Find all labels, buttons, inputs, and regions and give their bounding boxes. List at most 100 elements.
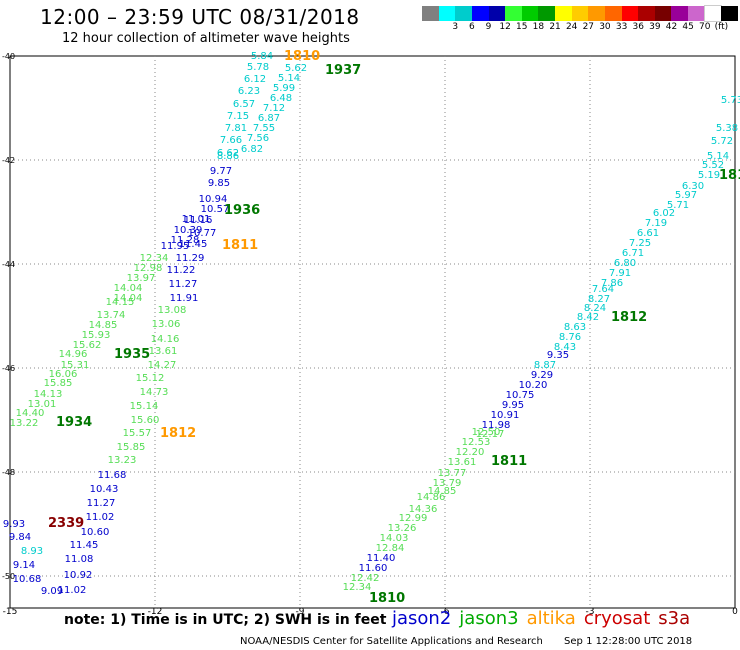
wave-height-value: 15.85 bbox=[44, 378, 73, 389]
wave-height-value: 10.20 bbox=[519, 380, 548, 391]
wave-height-value: 15.57 bbox=[123, 428, 152, 439]
wave-height-value: 12.99 bbox=[399, 513, 428, 524]
color-swatch bbox=[721, 6, 738, 21]
note-text: note: 1) Time is in UTC; 2) SWH is in fe… bbox=[64, 612, 387, 628]
wave-height-values: 5.845.786.126.23 6.577.157.817.66 6.62 5.62… bbox=[3, 51, 740, 597]
wave-height-value: 15.85 bbox=[117, 442, 146, 453]
wave-height-value: 5.71 bbox=[667, 200, 689, 211]
color-swatch bbox=[604, 6, 622, 21]
wave-height-value: 9.95 bbox=[502, 400, 524, 411]
wave-height-value: 13.61 bbox=[448, 457, 477, 468]
wave-height-value: 12.34 bbox=[343, 582, 372, 593]
wave-height-value: 5.38 bbox=[716, 123, 738, 134]
color-swatch bbox=[488, 6, 506, 21]
color-swatch bbox=[703, 5, 723, 22]
wave-height-value: 5.19 bbox=[698, 170, 720, 181]
wave-height-value: 9.77 bbox=[210, 166, 232, 177]
wave-height-value: 7.86 bbox=[601, 278, 623, 289]
wave-height-value: 13.74 bbox=[97, 310, 126, 321]
color-swatch bbox=[588, 6, 605, 21]
color-swatch bbox=[521, 6, 539, 21]
wave-height-value: 13.22 bbox=[10, 418, 39, 429]
y-tick-label: -42 bbox=[2, 156, 15, 165]
wave-height-value: 14.16 bbox=[151, 334, 180, 345]
color-scale-label: 3 bbox=[452, 22, 459, 32]
wave-height-value: 5.52 bbox=[702, 160, 724, 171]
wave-height-value: 14.96 bbox=[59, 349, 88, 360]
wave-height-value: 10.60 bbox=[81, 527, 110, 538]
wave-height-value: 11.02 bbox=[86, 512, 115, 523]
wave-height-value: 7.56 bbox=[247, 133, 269, 144]
color-scale-label: 15 bbox=[516, 22, 528, 32]
wave-height-value: 10.77 bbox=[188, 228, 217, 239]
wave-height-value: 7.55 bbox=[253, 123, 275, 134]
wave-height-value: 11.22 bbox=[167, 265, 196, 276]
wave-height-value: 12.98 bbox=[134, 263, 163, 274]
wave-height-value: 6.12 bbox=[244, 74, 266, 85]
wave-height-value: 10.43 bbox=[90, 484, 119, 495]
color-swatch bbox=[571, 6, 589, 21]
map-title: 12:00 – 23:59 UTC 08/31/2018 bbox=[40, 5, 360, 29]
track-time-label: 1810 bbox=[284, 49, 320, 64]
wave-height-value: 14.04 bbox=[114, 293, 143, 304]
wave-height-value: 10.91 bbox=[491, 410, 520, 421]
wave-height-value: 6.02 bbox=[653, 208, 675, 219]
wave-height-value: 6.71 bbox=[622, 248, 644, 259]
wave-height-value: 5.97 bbox=[675, 190, 697, 201]
color-scale-label: 21 bbox=[549, 22, 561, 32]
wave-height-value: 11.60 bbox=[359, 563, 388, 574]
wave-height-value: 9.09 bbox=[41, 586, 63, 597]
color-swatch bbox=[621, 6, 639, 21]
color-scale-label: 70 bbox=[699, 22, 711, 32]
wave-height-value: 14.86 bbox=[417, 492, 446, 503]
wave-height-value: 7.19 bbox=[645, 218, 667, 229]
color-scale-label: (ft) bbox=[714, 22, 729, 32]
color-swatch bbox=[438, 6, 456, 21]
wave-height-value: 11.95 bbox=[161, 241, 190, 252]
color-scale-label: 27 bbox=[582, 22, 595, 32]
wave-height-value: 14.15 bbox=[106, 297, 135, 308]
wave-height-value: 8.93 bbox=[21, 546, 43, 557]
wave-height-value: 11.27 bbox=[169, 279, 198, 290]
wave-height-value: 8.86 bbox=[217, 151, 239, 162]
wave-height-value: 14.40 bbox=[16, 408, 45, 419]
color-scale-label: 9 bbox=[485, 22, 492, 32]
wave-height-value: 12.84 bbox=[376, 543, 405, 554]
color-swatch bbox=[671, 6, 688, 21]
color-swatch bbox=[688, 6, 705, 21]
wave-height-value: 15.14 bbox=[130, 401, 159, 412]
wave-height-value: 11.68 bbox=[98, 470, 127, 481]
wave-height-value: 16.06 bbox=[49, 369, 78, 380]
wave-height-value: 5.62 bbox=[285, 63, 307, 74]
wave-height-value: 13.77 bbox=[438, 468, 467, 479]
track-time-label: 1812 bbox=[611, 310, 647, 325]
wave-height-value: 6.30 bbox=[682, 181, 704, 192]
wave-height-value: 13.79 bbox=[433, 478, 462, 489]
color-swatch bbox=[455, 6, 472, 21]
wave-height-value: 14.03 bbox=[380, 533, 409, 544]
x-tick-label: -9 bbox=[296, 607, 305, 617]
wave-height-value: 9.93 bbox=[3, 519, 25, 530]
wave-height-value: 15.12 bbox=[136, 373, 165, 384]
footer-credit: NOAA/NESDIS Center for Satellite Applica… bbox=[240, 636, 543, 647]
wave-height-value: 13.08 bbox=[158, 305, 187, 316]
wave-height-value: 12.17 bbox=[476, 429, 505, 440]
color-swatch bbox=[422, 6, 439, 21]
wave-height-value: 10.57 bbox=[201, 204, 230, 215]
wave-height-value: 14.85 bbox=[428, 486, 457, 497]
track-time-labels: 1810193719361811193519341812233918121811… bbox=[48, 49, 740, 606]
wave-height-value: 5.72 bbox=[711, 136, 733, 147]
wave-height-value: 8.63 bbox=[564, 322, 586, 333]
wave-height-value: 13.01 bbox=[28, 399, 57, 410]
wave-height-value: 9.29 bbox=[531, 370, 553, 381]
wave-height-value: 6.82 bbox=[241, 144, 263, 155]
color-scale-label: 45 bbox=[682, 22, 694, 32]
wave-height-value: 8.24 bbox=[584, 303, 606, 314]
wave-height-value: 11.08 bbox=[65, 554, 94, 565]
wave-height-value: 12.34 bbox=[140, 253, 169, 264]
wave-height-value: 7.66 bbox=[220, 135, 242, 146]
wave-height-value: 6.23 bbox=[238, 86, 260, 97]
track-time-label: 1937 bbox=[325, 63, 361, 78]
track-time-label: 1811 bbox=[222, 238, 258, 253]
color-scale-label: 36 bbox=[632, 22, 644, 32]
